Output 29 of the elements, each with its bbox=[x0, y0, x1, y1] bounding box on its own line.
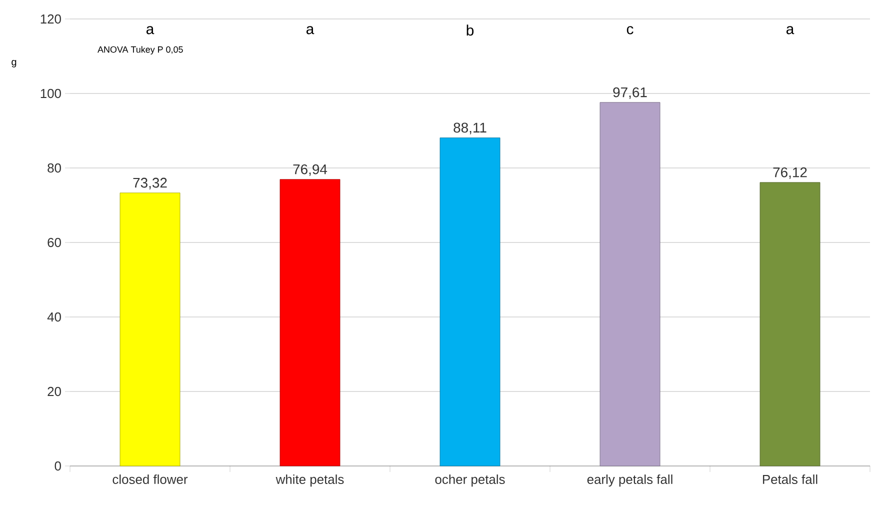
bar bbox=[120, 192, 180, 466]
data-label: 97,61 bbox=[613, 87, 647, 99]
bar bbox=[280, 179, 340, 466]
x-tick-label: closed flower bbox=[112, 474, 188, 484]
data-label: 73,32 bbox=[133, 178, 167, 190]
bar bbox=[600, 102, 660, 466]
y-tick-label: 60 bbox=[48, 238, 61, 248]
y-tick-label: 120 bbox=[40, 14, 61, 24]
annotation: ANOVA Tukey P 0,05 bbox=[98, 46, 183, 54]
annotation: a bbox=[786, 26, 794, 34]
annotation: a bbox=[306, 26, 314, 34]
y-tick-label: 0 bbox=[54, 461, 61, 471]
x-tick-label: Petals fall bbox=[762, 474, 818, 484]
data-label: 76,12 bbox=[773, 167, 807, 179]
y-axis-title: g bbox=[12, 60, 16, 68]
bar bbox=[440, 138, 500, 466]
y-tick-label: 20 bbox=[48, 386, 61, 396]
x-tick-label: early petals fall bbox=[587, 474, 672, 487]
y-tick-label: 40 bbox=[47, 312, 61, 322]
bar bbox=[760, 182, 820, 466]
x-tick-label: ocher petals bbox=[435, 474, 505, 487]
x-tick-label: white petals bbox=[276, 474, 344, 487]
data-label: 76,94 bbox=[293, 164, 328, 176]
y-tick-label: 80 bbox=[48, 163, 61, 173]
data-label: 88,11 bbox=[454, 122, 486, 134]
annotation: c bbox=[626, 26, 634, 34]
y-tick-label: 100 bbox=[40, 88, 61, 98]
annotation: a bbox=[146, 26, 154, 34]
annotation: b bbox=[466, 24, 474, 36]
